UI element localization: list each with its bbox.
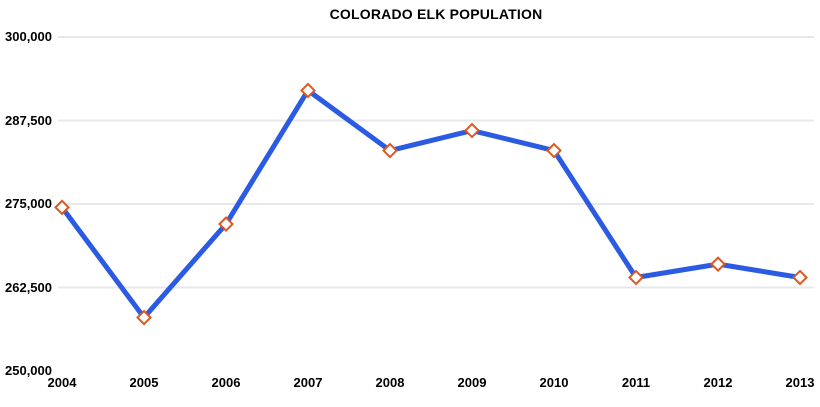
x-axis-label: 2008 — [375, 375, 405, 390]
data-point-marker-2010 — [546, 142, 562, 159]
y-axis-label: 300,000 — [5, 29, 52, 44]
y-axis-label: 275,000 — [5, 196, 52, 211]
y-axis-label: 250,000 — [5, 363, 52, 378]
data-point-marker-2004 — [54, 199, 70, 216]
data-point-marker-2008 — [382, 142, 398, 159]
y-axis-label: 262,500 — [5, 279, 52, 295]
x-axis-label: 2010 — [539, 375, 569, 390]
x-axis-label: 2009 — [457, 375, 487, 390]
x-axis-label: 2013 — [785, 375, 815, 390]
data-point-marker-2005 — [136, 309, 152, 326]
data-point-marker-2007 — [300, 82, 316, 99]
data-point-marker-2009 — [464, 122, 480, 139]
x-axis-label: 2005 — [129, 375, 159, 390]
x-axis-label: 2011 — [621, 375, 651, 390]
x-axis-label: 2012 — [703, 375, 733, 390]
data-point-marker-2012 — [710, 256, 726, 273]
x-axis-label: 2004 — [47, 375, 77, 390]
data-point-marker-2006 — [218, 216, 234, 232]
population-series-line — [59, 87, 803, 321]
y-axis-label: 287,500 — [5, 112, 52, 128]
data-point-marker-2011 — [628, 269, 644, 286]
data-point-marker-2013 — [792, 269, 808, 286]
x-axis-label: 2006 — [211, 375, 241, 390]
chart-title: COLORADO ELK POPULATION — [329, 6, 543, 22]
x-axis-label: 2007 — [293, 375, 323, 390]
